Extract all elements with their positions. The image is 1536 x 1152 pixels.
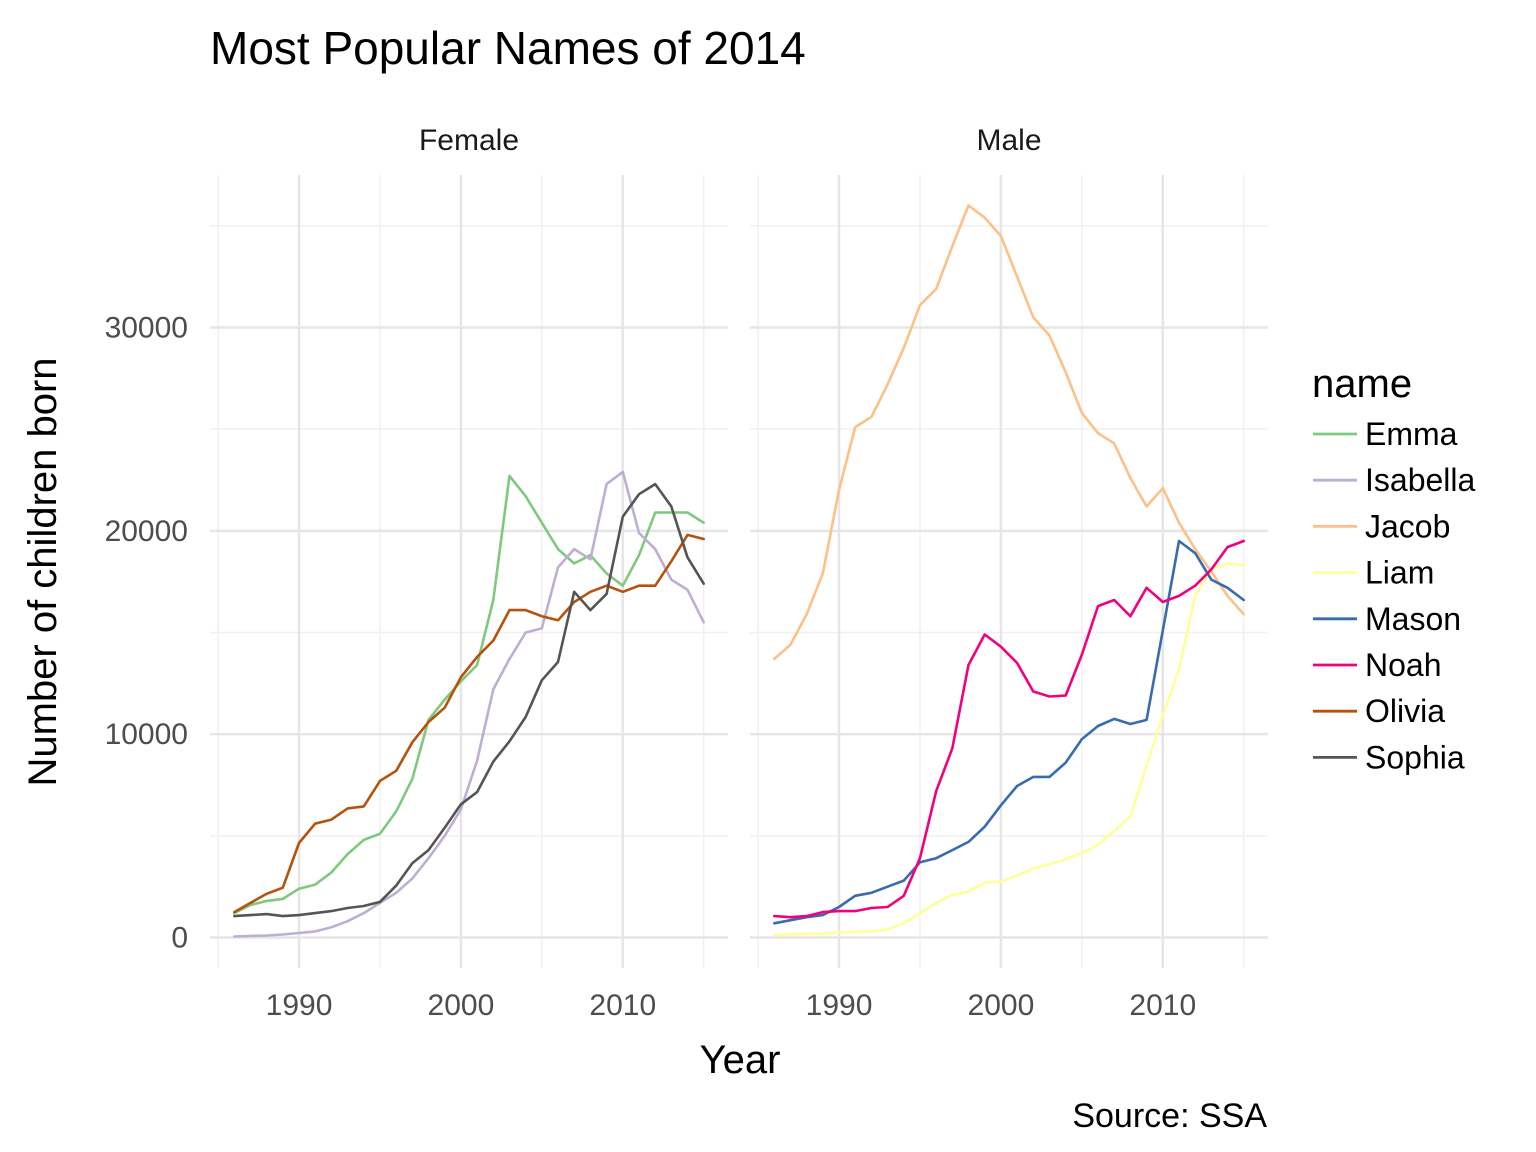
series-line-emma: [233, 474, 706, 915]
y-tick-label: 20000: [105, 515, 188, 548]
facet-panels: Female 1990 2000 2010 0 10000 20000 30000 Male 19…: [105, 124, 1268, 1022]
legend-label: Mason: [1365, 601, 1461, 637]
legend-item-mason: Mason: [1313, 601, 1461, 637]
x-axis-title: Year: [700, 1038, 781, 1082]
series-line-sophia: [233, 482, 706, 918]
series-line-olivia: [233, 533, 706, 914]
source-caption: Source: SSA: [1072, 1097, 1267, 1135]
chart-title: Most Popular Names of 2014: [210, 22, 806, 74]
legend-item-sophia: Sophia: [1313, 739, 1465, 775]
legend-item-emma: Emma: [1313, 416, 1458, 452]
legend-item-noah: Noah: [1313, 647, 1442, 683]
x-tick-label: 2010: [1129, 989, 1196, 1022]
x-tick-label: 1990: [266, 989, 333, 1022]
legend: name Emma Isabella Jacob Liam Mason Noah Olivi…: [1312, 362, 1476, 775]
panel-male: Male 1990 2000 2010: [750, 124, 1268, 1022]
legend-label: Sophia: [1365, 739, 1465, 775]
y-tick-label: 30000: [105, 312, 188, 345]
facet-strip-label: Male: [976, 124, 1041, 157]
legend-item-jacob: Jacob: [1313, 508, 1450, 544]
gridlines: [210, 175, 728, 968]
y-axis-title: Number of children born: [21, 357, 65, 786]
facet-strip-label: Female: [419, 124, 519, 157]
legend-label: Noah: [1365, 647, 1442, 683]
legend-label: Isabella: [1365, 462, 1476, 498]
x-tick-label: 1990: [806, 989, 873, 1022]
legend-label: Liam: [1365, 555, 1434, 591]
gridlines: [750, 175, 1268, 968]
series-line-mason: [772, 539, 1245, 925]
y-tick-label: 10000: [105, 718, 188, 751]
series-line-noah: [772, 539, 1245, 919]
x-tick-label: 2010: [589, 989, 656, 1022]
series-line-jacob: [772, 204, 1245, 661]
legend-label: Olivia: [1365, 693, 1445, 729]
legend-label: Emma: [1365, 416, 1458, 452]
legend-item-liam: Liam: [1313, 555, 1434, 591]
legend-title: name: [1312, 362, 1412, 406]
x-tick-label: 2000: [968, 989, 1035, 1022]
y-tick-label: 0: [171, 922, 188, 955]
legend-item-olivia: Olivia: [1313, 693, 1445, 729]
legend-label: Jacob: [1365, 508, 1450, 544]
series-line-isabella: [233, 470, 706, 938]
x-tick-label: 2000: [428, 989, 495, 1022]
panel-female: Female 1990 2000 2010 0 10000 20000 30000: [105, 124, 728, 1022]
legend-item-isabella: Isabella: [1313, 462, 1476, 498]
series-line-liam: [772, 562, 1245, 937]
